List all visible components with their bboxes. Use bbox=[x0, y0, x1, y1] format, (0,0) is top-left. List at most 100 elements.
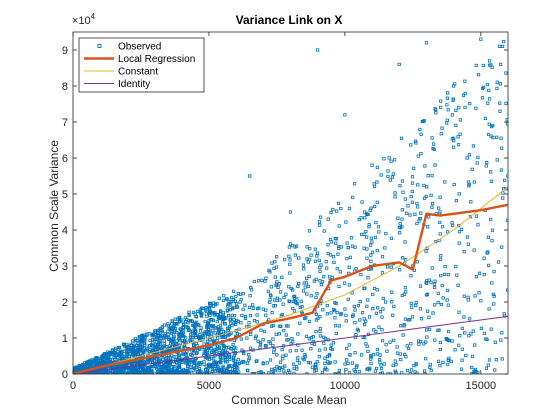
observed-point bbox=[207, 357, 211, 362]
observed-point bbox=[363, 210, 367, 214]
observed-point bbox=[491, 123, 495, 128]
observed-point bbox=[484, 366, 489, 370]
observed-point bbox=[291, 362, 296, 366]
observed-point bbox=[170, 322, 174, 326]
observed-point bbox=[375, 288, 379, 292]
observed-point bbox=[272, 266, 276, 270]
observed-point bbox=[335, 267, 339, 271]
observed-point bbox=[231, 289, 236, 293]
observed-point bbox=[422, 342, 426, 346]
observed-point bbox=[221, 349, 225, 353]
observed-point bbox=[193, 331, 198, 335]
y-tick-label: 6 bbox=[62, 153, 68, 165]
observed-point bbox=[175, 339, 179, 343]
observed-point bbox=[350, 361, 354, 365]
observed-point bbox=[318, 348, 322, 352]
observed-point bbox=[403, 240, 407, 244]
observed-point bbox=[379, 371, 383, 374]
observed-point bbox=[388, 340, 392, 344]
observed-point bbox=[430, 136, 434, 140]
observed-point bbox=[424, 281, 429, 285]
observed-point bbox=[162, 323, 167, 327]
observed-point bbox=[467, 317, 472, 321]
observed-point bbox=[273, 304, 277, 308]
observed-point bbox=[100, 360, 104, 365]
observed-point bbox=[392, 338, 396, 342]
observed-point bbox=[277, 332, 281, 336]
observed-point bbox=[150, 369, 154, 373]
observed-point bbox=[328, 237, 333, 242]
observed-point bbox=[211, 311, 215, 315]
observed-point bbox=[215, 320, 219, 324]
observed-point bbox=[374, 311, 378, 315]
observed-point bbox=[226, 304, 230, 308]
observed-point bbox=[174, 343, 178, 347]
observed-point bbox=[187, 369, 191, 374]
y-axis-label: Common Scale Variance bbox=[47, 140, 61, 272]
observed-point bbox=[206, 322, 211, 326]
observed-point bbox=[458, 132, 462, 136]
observed-point bbox=[424, 249, 428, 253]
observed-point bbox=[308, 361, 312, 365]
observed-point bbox=[367, 223, 371, 227]
observed-point bbox=[168, 326, 173, 330]
observed-point bbox=[414, 303, 418, 308]
observed-point bbox=[270, 261, 274, 265]
observed-point bbox=[197, 323, 201, 327]
observed-point bbox=[422, 183, 426, 188]
observed-point bbox=[401, 190, 405, 194]
observed-point bbox=[459, 367, 464, 371]
observed-point bbox=[484, 164, 488, 168]
observed-point bbox=[204, 368, 208, 372]
observed-point bbox=[177, 337, 181, 341]
observed-point bbox=[406, 368, 410, 373]
observed-point bbox=[408, 213, 412, 217]
observed-point bbox=[460, 326, 464, 330]
observed-point bbox=[228, 357, 232, 362]
observed-point bbox=[274, 332, 278, 336]
y-exponent-label: ×104 bbox=[72, 12, 96, 27]
observed-point bbox=[321, 308, 325, 312]
observed-point bbox=[175, 322, 179, 326]
observed-point bbox=[142, 346, 146, 350]
x-axis-label: Common Scale Mean bbox=[231, 393, 346, 407]
legend-label: Identity bbox=[118, 79, 150, 90]
observed-point bbox=[354, 365, 358, 369]
observed-point bbox=[383, 246, 387, 250]
observed-point bbox=[314, 312, 319, 317]
observed-point bbox=[209, 347, 213, 351]
observed-point bbox=[303, 285, 307, 289]
observed-point bbox=[356, 329, 361, 333]
observed-point bbox=[457, 230, 462, 234]
observed-point bbox=[377, 325, 381, 329]
observed-point bbox=[247, 305, 252, 310]
observed-point bbox=[164, 366, 168, 370]
observed-point bbox=[343, 362, 347, 366]
observed-point bbox=[490, 281, 494, 285]
observed-point bbox=[206, 339, 210, 343]
observed-point bbox=[468, 101, 472, 106]
observed-point bbox=[139, 335, 143, 339]
observed-point bbox=[445, 103, 449, 107]
observed-point bbox=[287, 299, 291, 303]
observed-point bbox=[475, 161, 479, 165]
observed-point bbox=[313, 259, 318, 263]
observed-point bbox=[490, 228, 495, 232]
observed-point bbox=[473, 343, 477, 347]
observed-point bbox=[446, 303, 450, 307]
observed-point bbox=[209, 302, 213, 306]
observed-point bbox=[315, 360, 319, 364]
observed-point bbox=[342, 281, 347, 285]
observed-point bbox=[443, 264, 447, 269]
observed-point bbox=[505, 122, 508, 126]
observed-point bbox=[408, 318, 412, 322]
observed-point bbox=[368, 208, 372, 212]
observed-point bbox=[445, 121, 449, 125]
observed-point bbox=[172, 324, 176, 328]
observed-point bbox=[233, 359, 237, 363]
observed-point bbox=[432, 282, 436, 286]
observed-point bbox=[281, 365, 285, 369]
observed-point bbox=[194, 365, 198, 370]
observed-point bbox=[409, 368, 414, 372]
observed-point bbox=[433, 163, 437, 167]
